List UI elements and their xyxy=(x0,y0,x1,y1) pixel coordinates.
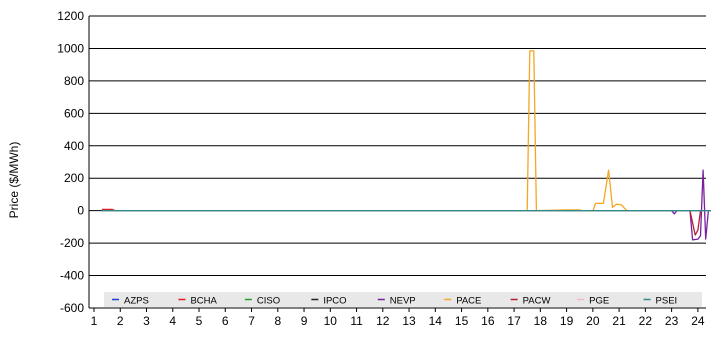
y-tick-label: -400 xyxy=(60,269,84,283)
legend-label-pace: PACE xyxy=(456,296,481,307)
y-tick-label: -200 xyxy=(60,236,84,250)
x-tick-label: 15 xyxy=(455,314,469,328)
x-tick-label: 12 xyxy=(376,314,390,328)
x-tick-label: 6 xyxy=(222,314,229,328)
x-tick-label: 14 xyxy=(429,314,443,328)
legend: AZPS BCHA CISO IPCO NEVP PACE PACW PGE PSEI xyxy=(104,292,702,307)
y-tick-labels: -600 -400 -200 0 200 400 600 800 1000 1200 xyxy=(57,9,84,315)
x-tick-label: 24 xyxy=(691,314,705,328)
y-tick-label: -600 xyxy=(60,301,84,315)
x-tick-label: 11 xyxy=(350,314,363,328)
y-tick-label: 1200 xyxy=(57,9,84,23)
x-tick-label: 7 xyxy=(248,314,255,328)
x-tick-label: 21 xyxy=(612,314,626,328)
x-tick-labels: 1 2 3 4 5 6 7 8 9 10 11 12 13 14 15 16 17 18 19 20 21 22 23 24 xyxy=(91,314,705,328)
legend-label-ipco: IPCO xyxy=(323,296,346,307)
x-tick-label: 10 xyxy=(324,314,338,328)
x-tick-label: 18 xyxy=(534,314,548,328)
legend-label-bcha: BCHA xyxy=(190,296,217,307)
x-tick-label: 9 xyxy=(301,314,308,328)
x-tick-label: 22 xyxy=(639,314,653,328)
series-line-pace xyxy=(101,50,711,212)
y-tick-label: 1000 xyxy=(57,41,84,55)
axes xyxy=(88,16,706,312)
y-tick-label: 400 xyxy=(64,139,84,153)
x-tick-label: 5 xyxy=(196,314,203,328)
x-tick-label: 20 xyxy=(586,314,600,328)
legend-box xyxy=(104,292,702,307)
y-axis-label: Price ($/MWh) xyxy=(7,142,21,219)
x-tick-label: 17 xyxy=(507,314,521,328)
legend-label-ciso: CISO xyxy=(257,296,280,307)
legend-label-psei: PSEI xyxy=(656,296,678,307)
x-tick-label: 8 xyxy=(274,314,281,328)
x-tick-label: 4 xyxy=(169,314,176,328)
legend-label-azps: AZPS xyxy=(124,296,149,307)
x-tick-label: 2 xyxy=(117,314,124,328)
y-tick-label: 0 xyxy=(77,204,84,218)
legend-label-pge: PGE xyxy=(589,296,609,307)
x-tick-label: 13 xyxy=(402,314,416,328)
x-tick-label: 1 xyxy=(91,314,98,328)
y-tick-label: 600 xyxy=(64,106,84,120)
x-tick-label: 3 xyxy=(143,314,150,328)
x-tick-label: 23 xyxy=(665,314,679,328)
y-tick-label: 800 xyxy=(64,74,84,88)
y-tick-label: 200 xyxy=(64,171,84,185)
series-line-nevp xyxy=(101,169,711,241)
legend-label-pacw: PACW xyxy=(523,296,551,307)
x-tick-label: 19 xyxy=(560,314,574,328)
legend-label-nevp: NEVP xyxy=(390,296,416,307)
series-lines xyxy=(101,50,711,241)
x-tick-label: 16 xyxy=(481,314,495,328)
